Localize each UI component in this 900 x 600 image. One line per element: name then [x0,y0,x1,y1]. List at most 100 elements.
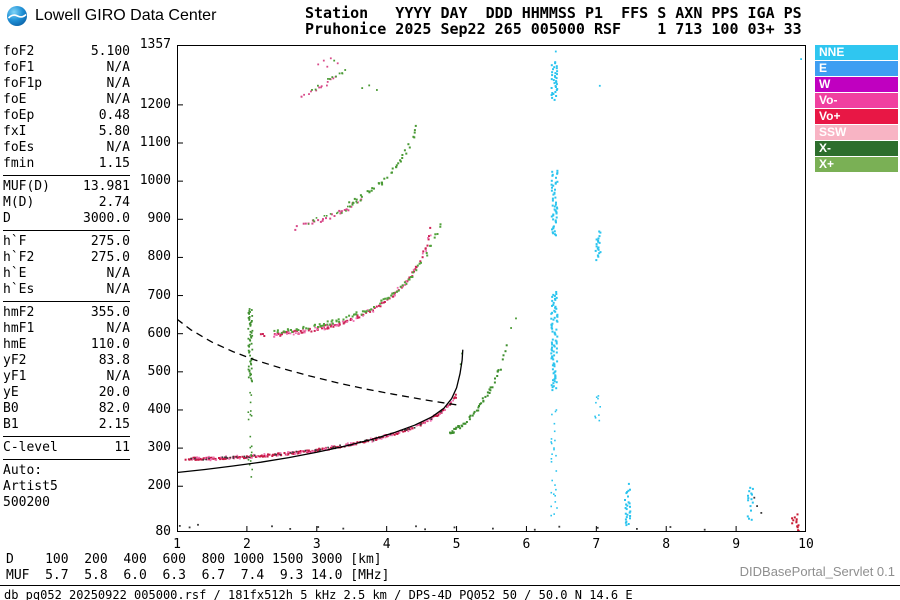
x-tick-label: 8 [662,537,671,552]
table-value: 800 [201,552,226,567]
param-value: N/A [106,321,130,336]
station-header: Station YYYY DAY DDD HHMMSS P1 FFS S AXN… [305,5,802,37]
x-tick-label: 10 [798,537,814,552]
table-unit: [MHz] [342,568,390,583]
x-tick-label: 7 [592,537,601,552]
table-value: 9.3 [279,568,304,583]
param-row-hf2: h`F2 275.0 [3,250,130,266]
param-label: D [3,211,11,226]
y-tick-label: 300 [147,440,171,456]
servlet-version-label: DIDBasePortal_Servlet 0.1 [740,564,895,579]
station-header-line1: Station YYYY DAY DDD HHMMSS P1 FFS S AXN… [305,4,802,22]
x-tick-label: 5 [452,537,461,552]
param-label: yF1 [3,369,27,384]
ionogram-plot: 1 2 3 4 5 6 7 8 9 10 80 200 300 400 500 600 700 800 900 100… [140,37,814,552]
param-label: foF1 [3,60,35,75]
muf-row: MUF 5.7 5.8 6.0 6.3 6.7 7.4 9.3 14.0 [MHz] [6,568,389,584]
legend-item-nne: NNE [815,45,898,60]
param-row-500200: 500200 [3,495,130,511]
table-value: 3000 [311,552,343,567]
param-label: foF2 [3,44,35,59]
param-group-divider [3,175,130,176]
param-row-hf: h`F 275.0 [3,234,130,250]
brand: Lowell GIRO Data Center [6,5,216,27]
param-label: Artist5 [3,479,58,494]
y-tick-label: 1000 [139,173,171,189]
param-value: N/A [106,266,130,281]
param-group-divider [3,436,130,437]
station-header-line2: Pruhonice 2025 Sep22 265 005000 RSF 1 71… [305,20,802,38]
param-row-ye: yE 20.0 [3,385,130,401]
param-row-mufd: MUF(D) 13.981 [3,179,130,195]
legend-item-x-: X- [815,141,898,156]
param-label: fmin [3,156,35,171]
param-value: 20.0 [98,385,130,400]
table-value: 200 [84,552,108,567]
param-value: N/A [106,140,130,155]
x-tick-label: 3 [312,537,321,552]
table-value: 600 [162,552,186,567]
table-value: 6.7 [201,568,226,583]
legend-item-w: W [815,77,898,92]
param-label: foEp [3,108,35,123]
param-label: C-level [3,440,58,455]
param-label: 500200 [3,495,50,510]
param-label: h`F [3,234,27,249]
param-value: 110.0 [90,337,130,352]
param-label: Auto: [3,463,43,478]
table-value: 400 [123,552,147,567]
param-value: 275.0 [90,234,130,249]
bottom-divider [0,585,900,586]
param-row-b1: B1 2.15 [3,417,130,433]
param-row-hmf2: hmF2 355.0 [3,305,130,321]
parameter-panel: foF2 5.100 foF1 N/A foF1p N/A foE N/A foEp 0.48 fx… [3,44,130,511]
status-bar: db pq052 20250922 005000.rsf / 181fx512h… [4,588,633,600]
table-value: 1500 [272,552,304,567]
y-tick-label: 1200 [139,96,171,112]
param-value: 82.0 [98,401,130,416]
param-value: 11 [114,440,130,455]
param-row-fof1p: foF1p N/A [3,76,130,92]
table-value: 6.3 [162,568,186,583]
legend-item-e: E [815,61,898,76]
param-label: foEs [3,140,35,155]
param-label: hmF2 [3,305,35,320]
param-group-divider [3,301,130,302]
legend-item-vo+: Vo+ [815,109,898,124]
x-tick-label: 6 [522,537,531,552]
y-tick-label: 500 [147,363,171,379]
param-row-artist5: Artist5 [3,479,130,495]
param-value: 5.100 [90,44,130,59]
param-value: N/A [106,282,130,297]
param-label: B1 [3,417,19,432]
table-row-label: MUF [6,568,30,583]
param-row-hmf1: hmF1 N/A [3,321,130,337]
param-value: 2.74 [98,195,130,210]
param-label: h`E [3,266,27,281]
param-value: 3000.0 [83,211,130,226]
param-label: MUF(D) [3,179,50,194]
table-value: 5.7 [45,568,69,583]
param-label: M(D) [3,195,35,210]
param-value: N/A [106,60,130,75]
param-row-yf1: yF1 N/A [3,369,130,385]
brand-title: Lowell GIRO Data Center [35,7,217,24]
param-row-auto: Auto: [3,463,130,479]
param-value: 83.8 [98,353,130,368]
param-label: fxI [3,124,27,139]
param-value: 0.48 [98,108,130,123]
param-label: B0 [3,401,19,416]
param-row-yf2: yF2 83.8 [3,353,130,369]
table-value: 5.8 [84,568,108,583]
param-row-foep: foEp 0.48 [3,108,130,124]
param-label: h`Es [3,282,35,297]
param-row-b0: B0 82.0 [3,401,130,417]
servlet-version-text: DIDBasePortal_Servlet 0.1 [739,564,895,579]
y-tick-label: 1100 [139,135,171,150]
param-row-clevel: C-level 11 [3,440,130,456]
param-row-fxi: fxI 5.80 [3,124,130,140]
muf-d-curve [176,318,461,407]
y-tick-label: 900 [147,211,171,227]
param-row-fof2: foF2 5.100 [3,44,130,60]
